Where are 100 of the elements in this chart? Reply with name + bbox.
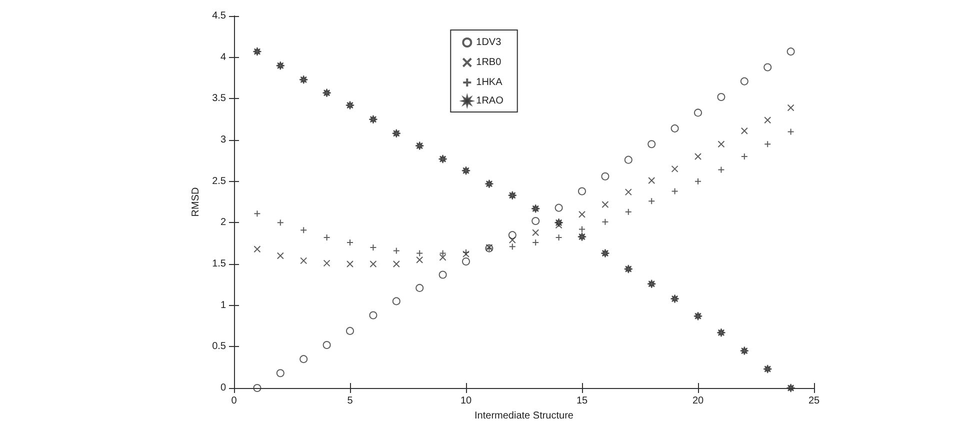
point bbox=[670, 124, 679, 132]
point bbox=[300, 226, 308, 234]
point bbox=[370, 260, 377, 268]
point bbox=[254, 210, 261, 218]
point bbox=[764, 116, 772, 124]
point bbox=[764, 63, 772, 72]
point bbox=[624, 156, 632, 164]
point bbox=[648, 177, 656, 184]
point bbox=[416, 256, 424, 264]
point bbox=[346, 260, 354, 268]
y-axis-title: RMSD bbox=[190, 187, 202, 217]
point bbox=[786, 384, 796, 392]
y-tick-label: 4.5 bbox=[212, 10, 226, 22]
point bbox=[508, 243, 516, 250]
x-tick-label: 5 bbox=[347, 396, 354, 406]
point bbox=[392, 260, 400, 268]
point bbox=[276, 369, 284, 378]
y-tick-label: 3.5 bbox=[212, 93, 226, 104]
point bbox=[624, 264, 633, 274]
y-tick-label: 1.5 bbox=[212, 258, 226, 270]
point bbox=[601, 172, 610, 180]
point bbox=[253, 384, 262, 392]
point bbox=[439, 250, 446, 257]
point bbox=[276, 61, 285, 70]
point bbox=[670, 294, 680, 304]
point bbox=[531, 204, 540, 214]
point bbox=[462, 166, 470, 176]
x-tick-label: 20 bbox=[692, 396, 704, 406]
point bbox=[578, 187, 586, 196]
point bbox=[508, 231, 516, 240]
point bbox=[462, 250, 470, 258]
point bbox=[718, 140, 725, 148]
point bbox=[300, 257, 308, 264]
point bbox=[671, 188, 678, 195]
point bbox=[694, 153, 702, 160]
point bbox=[740, 77, 748, 86]
x-tick-label: 15 bbox=[576, 396, 588, 406]
y-tick-label: 0 bbox=[220, 382, 226, 394]
point bbox=[415, 141, 424, 150]
point bbox=[346, 100, 354, 110]
point bbox=[254, 246, 261, 253]
point bbox=[323, 260, 330, 267]
point bbox=[276, 219, 284, 226]
point bbox=[299, 75, 308, 84]
point bbox=[416, 284, 424, 292]
point bbox=[786, 48, 795, 56]
point bbox=[322, 341, 331, 350]
x-axis-title: Intermediate Structure bbox=[474, 410, 574, 422]
point bbox=[716, 328, 726, 338]
x-tick-label: 0 bbox=[231, 396, 238, 406]
point bbox=[392, 247, 400, 254]
point bbox=[508, 190, 517, 200]
point bbox=[764, 140, 772, 148]
legend-label: 1DV3 bbox=[476, 37, 502, 48]
point bbox=[532, 217, 540, 226]
point bbox=[439, 254, 446, 261]
point bbox=[578, 232, 586, 242]
point bbox=[671, 165, 678, 172]
point bbox=[787, 128, 794, 136]
point bbox=[554, 218, 564, 228]
point bbox=[532, 229, 540, 236]
legend-label: 1RAO bbox=[476, 96, 504, 106]
point bbox=[276, 252, 284, 260]
point bbox=[346, 326, 354, 335]
point bbox=[438, 270, 447, 279]
point bbox=[648, 198, 656, 205]
legend-label: 1RB0 bbox=[476, 57, 502, 68]
y-tick-label: 3 bbox=[220, 134, 226, 146]
y-tick-label: 2 bbox=[220, 217, 226, 228]
point bbox=[717, 93, 726, 102]
point bbox=[740, 346, 749, 356]
point bbox=[322, 88, 332, 98]
point bbox=[368, 114, 378, 124]
point bbox=[554, 204, 563, 212]
point bbox=[740, 127, 748, 134]
point bbox=[624, 188, 632, 196]
point bbox=[718, 166, 725, 174]
point bbox=[578, 210, 586, 218]
point bbox=[300, 355, 308, 364]
y-tick-label: 2.5 bbox=[212, 176, 226, 187]
point bbox=[600, 248, 610, 258]
point bbox=[392, 128, 401, 138]
point bbox=[252, 47, 262, 56]
point bbox=[462, 258, 470, 266]
point bbox=[694, 108, 702, 117]
point bbox=[602, 218, 609, 226]
point bbox=[508, 236, 516, 244]
x-tick-label: 10 bbox=[460, 396, 472, 406]
point bbox=[694, 312, 702, 321]
point bbox=[438, 154, 448, 164]
point bbox=[763, 364, 772, 374]
point bbox=[648, 140, 656, 148]
y-tick-label: 1 bbox=[220, 300, 226, 311]
y-tick-label: 4 bbox=[220, 52, 226, 63]
point bbox=[624, 208, 632, 216]
point bbox=[787, 104, 794, 112]
x-tick-label: 25 bbox=[808, 396, 820, 406]
point bbox=[602, 200, 609, 208]
y-tick-label: 0.5 bbox=[212, 341, 226, 352]
point bbox=[647, 279, 656, 288]
